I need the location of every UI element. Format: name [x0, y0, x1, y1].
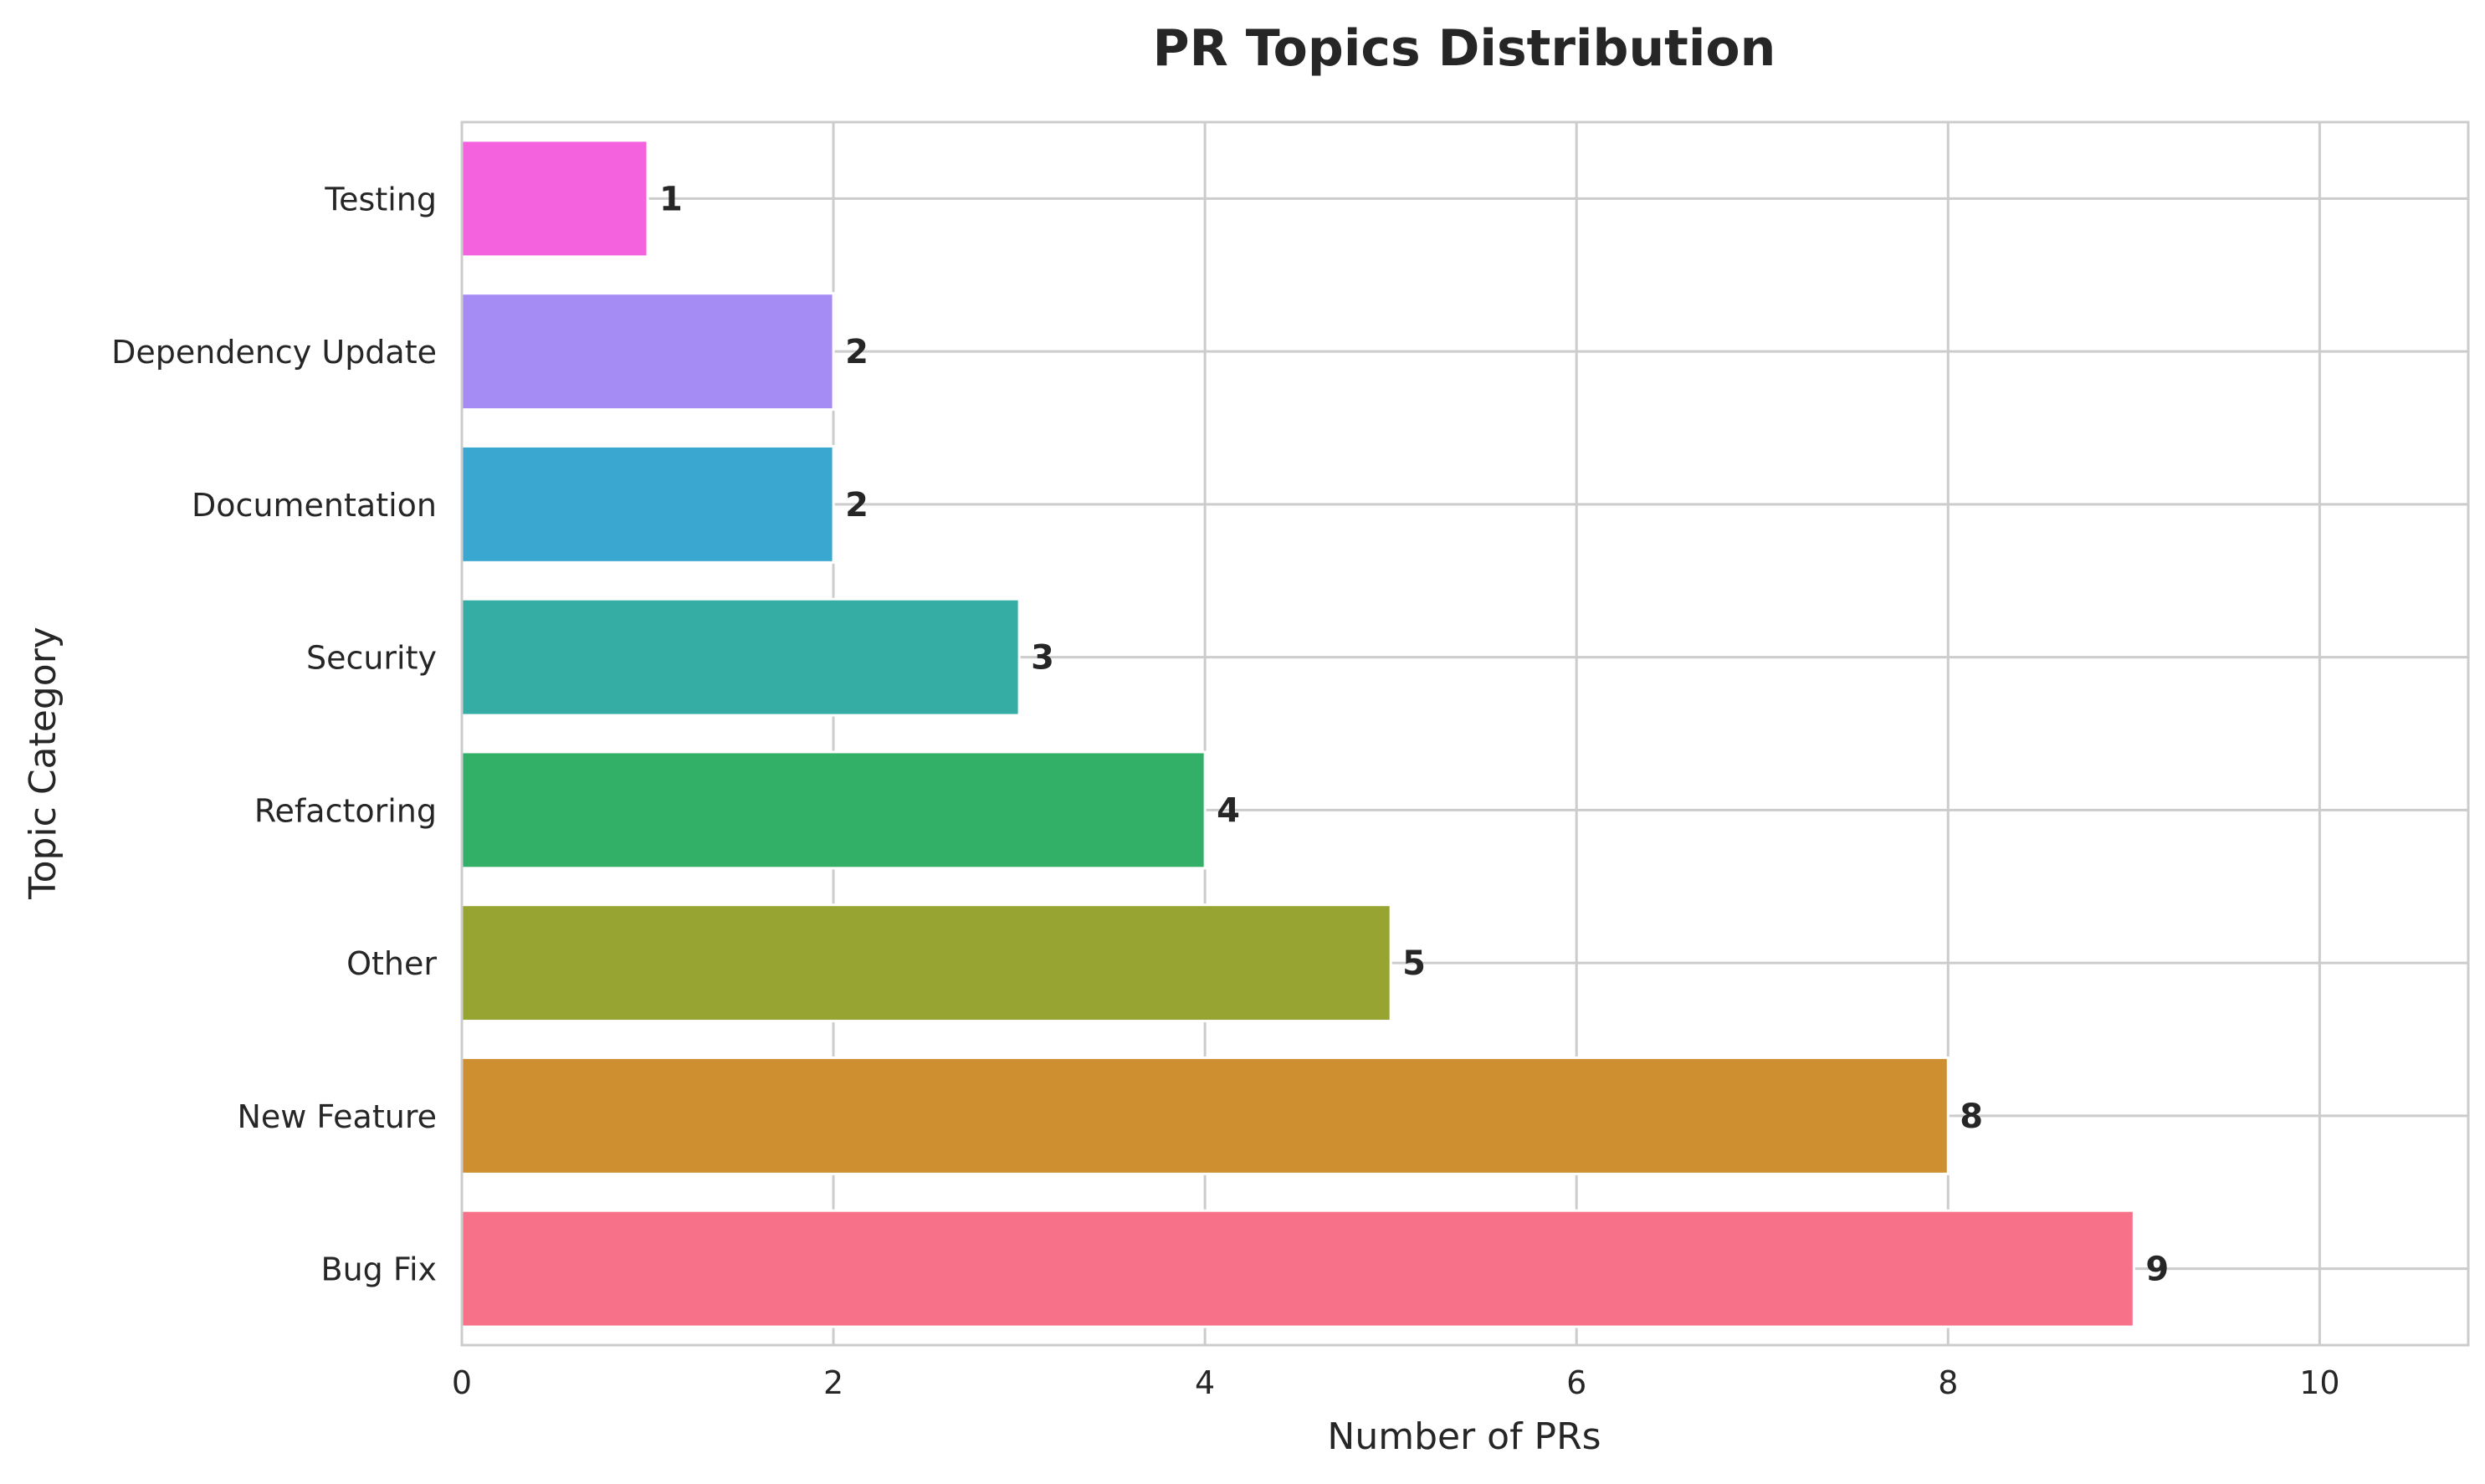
- x-tick-label: 4: [1195, 1364, 1215, 1401]
- bar-value-label: 9: [2145, 1251, 2169, 1289]
- y-tick-label: Testing: [324, 181, 437, 217]
- x-tick-label: 8: [1938, 1364, 1958, 1401]
- bar-value-label: 1: [659, 180, 683, 218]
- y-tick-label: New Feature: [237, 1098, 437, 1135]
- bar-security: [460, 597, 1021, 717]
- x-tick-labels: 0 2 4 6 8 10: [452, 1364, 2340, 1401]
- bar-value-label: 4: [1217, 791, 1240, 830]
- bar-documentation: [460, 444, 835, 564]
- y-tick-label: Dependency Update: [111, 334, 437, 371]
- bar-value-label: 5: [1402, 944, 1426, 983]
- plot-frame: [460, 120, 2470, 1347]
- bar-value-label: 2: [845, 333, 868, 371]
- bar-bug-fix: [460, 1209, 2135, 1328]
- bar-value-label: 3: [1031, 639, 1054, 678]
- bar-value-label: 8: [1960, 1098, 1983, 1136]
- y-tick-label: Documentation: [192, 487, 437, 524]
- x-tick-label: 10: [2299, 1364, 2339, 1401]
- y-tick-label: Refactoring: [254, 792, 437, 829]
- data-labels: 9 8 5 4 3 2 2 1: [659, 180, 2169, 1288]
- y-tick-labels: Bug Fix New Feature Other Refactoring Securi…: [111, 181, 437, 1287]
- bar-refactoring: [460, 750, 1207, 870]
- y-tick-label: Other: [346, 945, 437, 982]
- y-tick-label: Security: [306, 640, 437, 677]
- bar-testing: [460, 139, 649, 258]
- bar-layer: [460, 139, 2135, 1328]
- chart-title: PR Topics Distribution: [1153, 19, 1776, 78]
- bar-dependency-update: [460, 292, 835, 412]
- bar-new-feature: [460, 1056, 1950, 1175]
- x-tick-label: 6: [1566, 1364, 1586, 1401]
- bar-other: [460, 903, 1392, 1023]
- bar-value-label: 2: [845, 486, 868, 525]
- x-tick-label: 2: [823, 1364, 843, 1401]
- x-tick-label: 0: [452, 1364, 472, 1401]
- x-axis-label: Number of PRs: [1327, 1415, 1601, 1458]
- y-tick-label: Bug Fix: [321, 1251, 438, 1288]
- y-axis-label: Topic Category: [22, 627, 64, 900]
